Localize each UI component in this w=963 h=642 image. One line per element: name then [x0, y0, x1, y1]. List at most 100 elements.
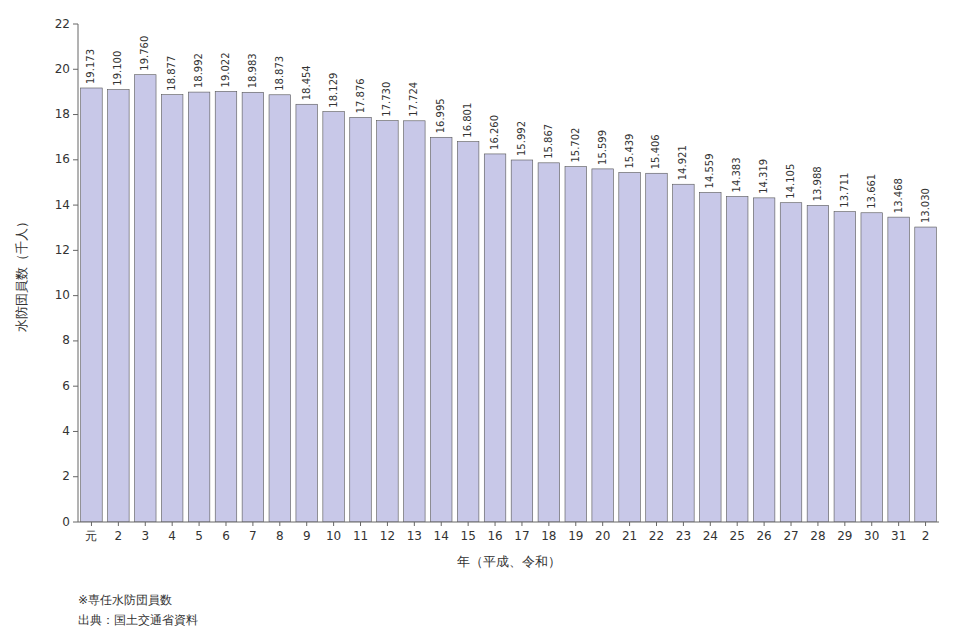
x-tick — [145, 522, 146, 526]
x-axis-line — [78, 522, 939, 523]
data-label: 18.873 — [274, 56, 285, 91]
x-tick — [683, 522, 684, 526]
x-tick — [199, 522, 200, 526]
bar — [404, 121, 426, 522]
x-tick-label: 28 — [810, 529, 825, 543]
x-tick-label: 5 — [195, 529, 203, 543]
x-tick-label: 18 — [541, 529, 556, 543]
data-label: 19.760 — [139, 36, 150, 71]
bar — [242, 92, 264, 522]
x-tick — [817, 522, 818, 526]
y-tick-label: 20 — [55, 62, 70, 76]
x-tick — [871, 522, 872, 526]
x-tick-label: 17 — [514, 529, 529, 543]
data-label: 15.599 — [597, 130, 608, 165]
data-label: 16.260 — [489, 115, 500, 150]
x-tick — [898, 522, 899, 526]
y-tick — [73, 340, 78, 341]
data-label: 18.992 — [193, 53, 204, 88]
x-tick — [279, 522, 280, 526]
data-label: 14.559 — [704, 153, 715, 188]
background — [0, 0, 963, 642]
x-tick — [656, 522, 657, 526]
x-tick — [333, 522, 334, 526]
x-tick — [387, 522, 388, 526]
bar — [888, 217, 910, 522]
x-axis-label: 年（平成、令和） — [457, 554, 561, 569]
x-tick — [495, 522, 496, 526]
data-label: 16.995 — [435, 98, 446, 133]
x-tick-label: 8 — [276, 529, 284, 543]
bars — [81, 75, 937, 522]
data-label: 17.724 — [408, 82, 419, 117]
x-tick — [441, 522, 442, 526]
x-tick-label: 9 — [303, 529, 311, 543]
data-label: 14.383 — [731, 157, 742, 192]
data-label: 13.661 — [866, 174, 877, 209]
x-tick-label: 27 — [783, 529, 798, 543]
bar — [323, 112, 345, 522]
x-tick-label: 15 — [461, 529, 476, 543]
bar — [592, 169, 614, 522]
x-tick — [548, 522, 549, 526]
bar — [726, 196, 748, 522]
bar — [565, 167, 587, 522]
x-tick-label: 25 — [730, 529, 745, 543]
y-tick-label: 2 — [62, 469, 70, 483]
x-tick-label: 30 — [864, 529, 879, 543]
x-tick-label: 22 — [649, 529, 664, 543]
x-tick — [575, 522, 576, 526]
bar — [834, 212, 856, 522]
y-tick — [73, 69, 78, 70]
y-tick — [73, 159, 78, 160]
bar — [646, 173, 668, 522]
bar — [108, 90, 130, 522]
x-tick-label: 元 — [85, 529, 97, 543]
x-tick-label: 7 — [249, 529, 257, 543]
x-tick — [360, 522, 361, 526]
x-tick — [629, 522, 630, 526]
x-tick-label: 29 — [837, 529, 852, 543]
bar — [377, 121, 399, 522]
x-tick — [414, 522, 415, 526]
footnote: 出典：国土交通省資料 — [78, 613, 198, 627]
data-label: 15.992 — [516, 121, 527, 156]
bar — [296, 104, 318, 522]
x-tick-label: 10 — [326, 529, 341, 543]
y-tick — [73, 205, 78, 206]
y-tick-label: 4 — [62, 424, 70, 438]
data-label: 15.439 — [624, 134, 635, 169]
data-label: 13.711 — [839, 173, 850, 208]
data-label: 14.921 — [677, 145, 688, 180]
data-label: 18.454 — [301, 65, 312, 100]
data-label: 13.468 — [893, 178, 904, 213]
x-tick — [710, 522, 711, 526]
bar — [619, 173, 641, 522]
chart: 024681012141618202219.17319.10019.76018.… — [0, 0, 963, 642]
y-tick-label: 0 — [62, 515, 70, 529]
x-tick-label: 12 — [380, 529, 395, 543]
bar — [269, 95, 291, 522]
x-tick — [521, 522, 522, 526]
data-label: 19.100 — [112, 51, 123, 86]
x-tick — [225, 522, 226, 526]
bar — [780, 203, 802, 522]
data-label: 14.105 — [785, 164, 796, 199]
x-tick-label: 3 — [141, 529, 149, 543]
x-tick — [468, 522, 469, 526]
y-tick — [73, 250, 78, 251]
bar — [807, 205, 829, 522]
data-labels: 19.17319.10019.76018.87718.99219.02218.9… — [85, 36, 930, 223]
x-tick — [172, 522, 173, 526]
x-tick-label: 16 — [487, 529, 502, 543]
y-tick — [73, 522, 78, 523]
bar — [430, 137, 452, 522]
y-tick — [73, 386, 78, 387]
x-tick-label: 19 — [568, 529, 583, 543]
x-tick — [91, 522, 92, 526]
data-label: 16.801 — [462, 103, 473, 138]
x-tick-label: 23 — [676, 529, 691, 543]
y-tick — [73, 24, 78, 25]
data-label: 15.406 — [650, 134, 661, 169]
y-axis-line — [78, 24, 79, 522]
